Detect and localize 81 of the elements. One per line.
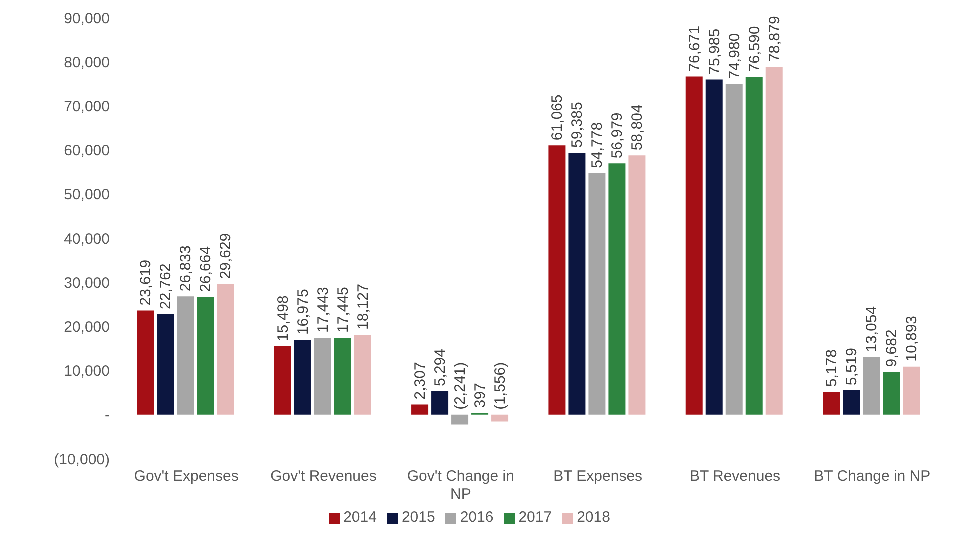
x-tick-label: Gov't Expenses — [134, 468, 239, 485]
bar — [883, 372, 900, 415]
data-label: 74,980 — [726, 33, 744, 80]
data-label: (2,241) — [452, 362, 470, 410]
bar — [903, 366, 920, 415]
data-label: 76,671 — [686, 26, 704, 72]
data-label: 5,178 — [824, 350, 841, 388]
data-label: 2,307 — [412, 362, 430, 400]
bar — [492, 414, 509, 422]
x-tick-label: BT Expenses — [554, 468, 643, 485]
bar — [548, 146, 566, 415]
bar — [746, 77, 763, 415]
x-tick-label: Gov't Revenues — [270, 468, 377, 485]
y-tick-label: 30,000 — [64, 274, 110, 292]
data-label: 397 — [472, 383, 490, 408]
bar — [137, 310, 154, 415]
legend-label: 2015 — [402, 509, 436, 526]
y-tick-label: (10,000) — [54, 451, 110, 468]
y-tick-label: 60,000 — [64, 142, 110, 160]
data-label: 54,778 — [589, 122, 606, 168]
bar — [726, 84, 743, 415]
data-label: 17,445 — [334, 287, 352, 333]
bar — [608, 164, 626, 415]
data-label: 5,519 — [844, 348, 861, 386]
bar — [354, 334, 372, 415]
bar — [628, 156, 646, 415]
bar — [863, 357, 880, 415]
data-label: (1,556) — [492, 362, 510, 410]
bar — [766, 67, 783, 415]
legend-label: 2017 — [518, 509, 552, 526]
data-label: 10,893 — [904, 316, 921, 362]
data-label: 61,065 — [549, 94, 566, 141]
bar — [706, 80, 723, 415]
y-tick-label: 20,000 — [64, 319, 110, 336]
data-label: 26,833 — [178, 246, 195, 292]
x-tick-label: BT Revenues — [690, 468, 781, 485]
bar — [432, 392, 449, 415]
y-tick-label: 50,000 — [64, 186, 110, 204]
data-label: 59,385 — [569, 102, 586, 148]
bar — [157, 314, 174, 415]
x-tick-label: BT Change in NP — [814, 468, 931, 485]
bar — [294, 340, 312, 415]
data-label: 18,127 — [354, 284, 372, 330]
legend-label: 2016 — [460, 509, 494, 526]
data-label: 78,879 — [766, 16, 784, 62]
y-tick-label: 70,000 — [64, 98, 110, 116]
data-label: 9,682 — [884, 330, 901, 368]
bar — [274, 346, 292, 415]
data-label: 13,054 — [864, 306, 881, 352]
bar — [823, 392, 840, 415]
y-tick-label: 40,000 — [64, 230, 110, 248]
bar — [217, 284, 234, 415]
legend-label: 2018 — [577, 509, 610, 526]
legend-label: 2014 — [344, 509, 377, 526]
data-label: 56,979 — [609, 112, 626, 159]
y-tick-label: - — [105, 407, 110, 424]
bar — [334, 338, 352, 415]
bar — [588, 173, 606, 415]
data-label: 29,629 — [218, 233, 235, 280]
data-label: 22,762 — [158, 264, 175, 310]
y-tick-label: 90,000 — [64, 10, 110, 28]
bar — [412, 404, 429, 415]
bar — [314, 338, 332, 415]
data-label: 23,619 — [138, 260, 155, 306]
bar — [177, 296, 194, 415]
bar — [197, 297, 214, 415]
data-label: 75,985 — [706, 28, 724, 75]
bar — [843, 390, 860, 415]
data-label: 17,443 — [314, 287, 332, 333]
x-tick-label: Gov't Change in NP — [407, 468, 514, 503]
data-label: 26,664 — [198, 246, 215, 292]
data-label: 58,804 — [629, 104, 646, 151]
data-label: 16,975 — [294, 289, 312, 336]
y-tick-label: 80,000 — [64, 54, 110, 72]
bar — [452, 414, 469, 425]
y-tick-label: 10,000 — [64, 363, 110, 380]
data-label: 15,498 — [274, 296, 292, 342]
data-label: 76,590 — [746, 26, 764, 72]
data-label: 5,294 — [432, 349, 450, 387]
bar — [686, 76, 703, 415]
bar — [568, 153, 586, 415]
